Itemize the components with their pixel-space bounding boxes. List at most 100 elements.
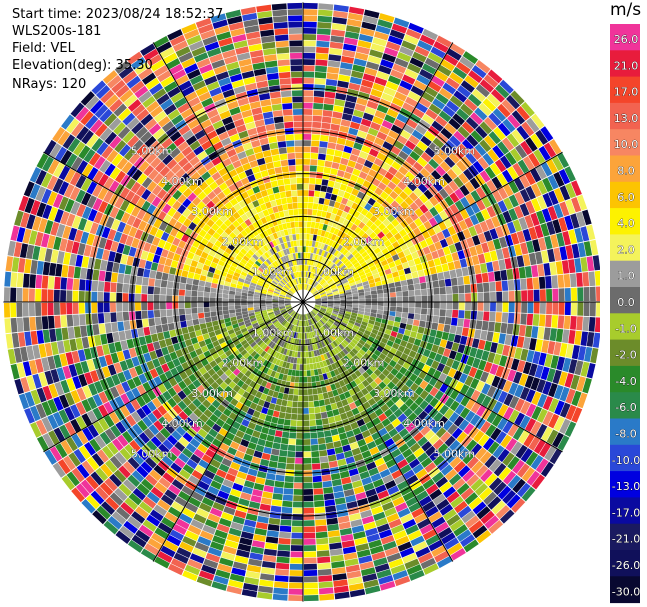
velocity-gate <box>483 302 490 312</box>
velocity-gate <box>210 459 221 469</box>
velocity-gate <box>371 163 381 173</box>
velocity-gate <box>125 414 137 427</box>
velocity-gate <box>340 357 347 365</box>
velocity-gate <box>436 498 450 511</box>
velocity-gate <box>283 321 289 327</box>
velocity-gate <box>458 310 465 319</box>
velocity-gate <box>380 59 394 69</box>
velocity-gate <box>124 497 139 511</box>
velocity-gate <box>73 448 86 464</box>
velocity-gate <box>413 145 424 157</box>
velocity-gate <box>524 375 535 389</box>
velocity-gate <box>76 464 90 479</box>
velocity-gate <box>367 494 379 504</box>
velocity-gate <box>120 393 131 405</box>
velocity-gate <box>388 558 404 569</box>
velocity-gate <box>378 222 386 231</box>
velocity-gate <box>525 137 538 152</box>
velocity-gate <box>380 403 390 413</box>
velocity-gate <box>506 133 520 148</box>
velocity-gate <box>323 283 329 289</box>
velocity-gate <box>261 288 268 293</box>
velocity-gate <box>334 242 340 250</box>
velocity-gate <box>141 310 148 319</box>
velocity-gate <box>266 306 273 310</box>
velocity-gate <box>361 321 368 327</box>
velocity-gate <box>574 330 582 345</box>
velocity-gate <box>310 259 315 266</box>
velocity-gate <box>335 280 342 285</box>
velocity-gate <box>80 325 88 338</box>
velocity-gate <box>123 94 138 108</box>
velocity-gate <box>402 448 413 459</box>
velocity-gate <box>407 412 418 422</box>
velocity-gate <box>316 387 323 394</box>
velocity-gate <box>323 315 329 320</box>
velocity-gate <box>245 242 253 250</box>
velocity-gate <box>334 354 341 361</box>
velocity-gate <box>321 281 327 287</box>
velocity-gate <box>203 558 219 569</box>
velocity-gate <box>28 230 38 245</box>
velocity-gate <box>150 333 159 343</box>
velocity-gate <box>274 277 280 283</box>
velocity-gate <box>430 169 442 181</box>
velocity-gate <box>157 405 168 416</box>
velocity-gate <box>405 273 413 280</box>
velocity-gate <box>354 345 361 352</box>
velocity-gate <box>546 288 553 302</box>
velocity-gate <box>35 302 42 317</box>
velocity-gate <box>283 286 289 291</box>
velocity-gate <box>334 235 340 243</box>
velocity-gate <box>408 296 415 302</box>
velocity-gate <box>333 276 340 282</box>
velocity-gate <box>236 284 243 290</box>
velocity-gate <box>254 289 261 293</box>
velocity-gate <box>161 346 169 356</box>
velocity-gate <box>382 333 390 340</box>
velocity-gate <box>223 335 231 342</box>
velocity-gate <box>328 246 334 254</box>
velocity-gate <box>254 528 267 536</box>
velocity-gate <box>361 216 370 225</box>
velocity-gate <box>331 356 338 363</box>
velocity-gate <box>278 304 285 306</box>
velocity-gate <box>324 286 331 291</box>
velocity-gate <box>487 240 496 252</box>
velocity-gate <box>237 251 245 258</box>
velocity-gate <box>314 375 320 382</box>
velocity-gate <box>7 348 17 365</box>
velocity-gate <box>166 302 173 310</box>
velocity-gate <box>334 149 343 158</box>
velocity-gate <box>191 290 198 297</box>
velocity-gate <box>225 235 234 244</box>
velocity-gate <box>200 345 209 353</box>
velocity-gate <box>23 317 30 332</box>
velocity-gate <box>453 460 466 473</box>
velocity-gate <box>82 385 93 399</box>
velocity-gate <box>293 332 297 339</box>
velocity-gate <box>108 251 116 262</box>
velocity-gate <box>438 279 446 288</box>
velocity-gate <box>196 508 210 519</box>
velocity-gate <box>458 302 465 310</box>
velocity-gate <box>330 283 336 288</box>
velocity-gate <box>382 540 397 551</box>
velocity-gate <box>182 447 193 459</box>
velocity-gate <box>332 376 339 384</box>
velocity-gate <box>151 236 161 247</box>
velocity-gate <box>485 373 495 385</box>
velocity-gate <box>545 275 552 289</box>
velocity-gate <box>49 143 62 159</box>
velocity-gate <box>577 392 588 409</box>
velocity-gate <box>150 157 162 169</box>
velocity-gate <box>109 492 124 506</box>
velocity-gate <box>330 370 336 378</box>
velocity-gate <box>369 206 378 215</box>
velocity-gate <box>138 373 148 384</box>
velocity-gate <box>446 491 460 504</box>
velocity-gate <box>111 322 119 333</box>
velocity-gate <box>114 252 122 264</box>
velocity-gate <box>424 393 434 404</box>
velocity-gate <box>372 82 385 92</box>
